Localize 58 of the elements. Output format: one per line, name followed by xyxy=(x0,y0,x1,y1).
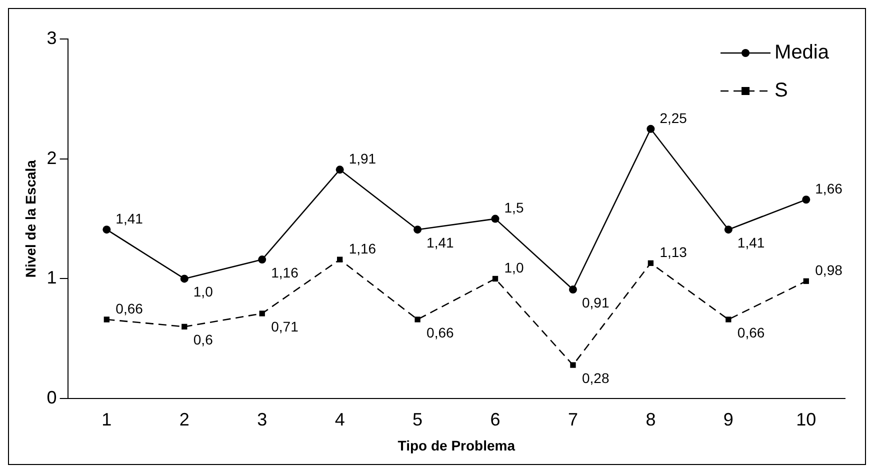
point xyxy=(492,276,498,282)
data-label: 1,0 xyxy=(193,284,214,300)
data-label: 1,5 xyxy=(504,200,524,216)
data-label: 0,71 xyxy=(271,318,299,334)
data-label: 1,16 xyxy=(271,264,299,280)
point xyxy=(259,310,265,316)
x-tick-label: 4 xyxy=(334,409,345,430)
x-tick-label: 8 xyxy=(646,409,656,430)
y-tick-label: 0 xyxy=(46,388,57,408)
x-tick-label: 2 xyxy=(179,409,190,430)
y-tick-label: 1 xyxy=(46,268,57,288)
point xyxy=(646,124,655,133)
x-axis-title: Tipo de Problema xyxy=(398,437,516,454)
point xyxy=(180,274,188,283)
data-label: 1,91 xyxy=(348,150,376,167)
data-label: 0,28 xyxy=(582,370,610,386)
point xyxy=(336,166,344,174)
point xyxy=(337,256,343,262)
data-label: 1,16 xyxy=(348,240,376,256)
legend-label: S xyxy=(774,80,788,102)
x-tick-label: 5 xyxy=(412,409,423,430)
data-label: 1,66 xyxy=(815,180,843,196)
point xyxy=(182,324,188,330)
point xyxy=(414,226,422,234)
data-label: 0,66 xyxy=(426,324,454,340)
data-label: 0,91 xyxy=(582,294,610,310)
point xyxy=(104,316,110,322)
data-label: 1,41 xyxy=(116,210,144,226)
x-tick-label: 3 xyxy=(257,409,268,430)
x-tick-label: 1 xyxy=(102,409,112,430)
point xyxy=(802,196,810,204)
data-label: 0,6 xyxy=(193,332,214,348)
point xyxy=(102,226,111,234)
data-label: 1,13 xyxy=(660,244,688,260)
x-tick-label: 7 xyxy=(568,409,578,430)
y-tick-label: 2 xyxy=(46,148,57,168)
point xyxy=(724,226,732,234)
data-label: 0,66 xyxy=(737,324,765,340)
point xyxy=(568,286,577,294)
data-label: 1,0 xyxy=(504,260,524,276)
legend-label: Media xyxy=(774,42,830,64)
x-tick-label: 9 xyxy=(723,409,734,430)
y-axis-title: Nivel de la Escala xyxy=(22,160,38,278)
point xyxy=(491,214,500,223)
point xyxy=(258,256,266,264)
data-label: 0,66 xyxy=(116,300,144,316)
point xyxy=(726,316,732,322)
data-label: 0,98 xyxy=(815,262,843,278)
point xyxy=(570,362,576,368)
point xyxy=(803,278,809,284)
x-tick-label: 6 xyxy=(490,409,500,430)
data-label: 1,41 xyxy=(426,234,454,250)
x-tick-label: 10 xyxy=(796,409,816,430)
y-tick-label: 3 xyxy=(46,28,57,48)
point xyxy=(648,260,654,266)
data-label: 2,25 xyxy=(660,110,688,126)
point xyxy=(414,316,420,322)
data-label: 1,41 xyxy=(737,234,765,250)
